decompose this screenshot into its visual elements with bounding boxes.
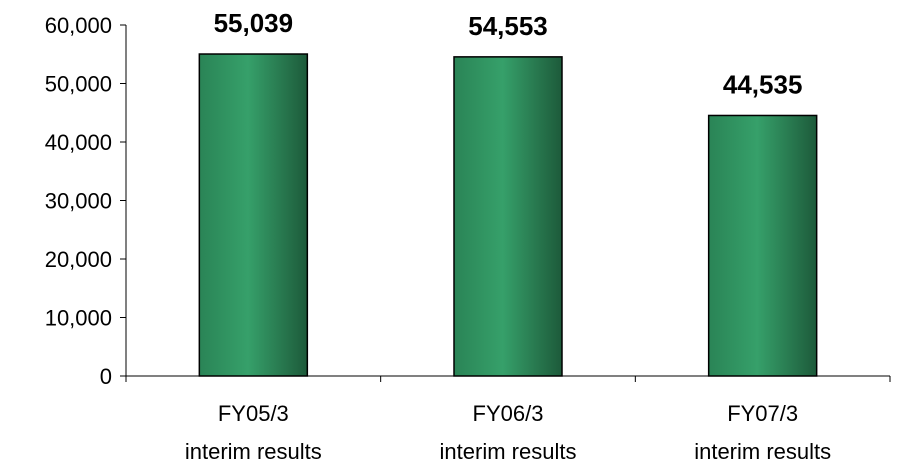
x-tick-label: FY06/3 (473, 401, 544, 426)
data-label: 55,039 (214, 8, 294, 38)
data-label: 44,535 (723, 69, 803, 99)
x-tick-label: FY05/3 (218, 401, 289, 426)
x-tick-label: FY07/3 (727, 401, 798, 426)
x-tick-label: interim results (694, 439, 831, 464)
y-tick-label: 60,000 (45, 13, 112, 38)
bar (453, 56, 563, 377)
bar (707, 114, 818, 377)
y-tick-label: 10,000 (45, 306, 112, 331)
y-tick-label: 30,000 (45, 189, 112, 214)
x-axis-ticks (125, 376, 891, 382)
category-labels: FY05/3 interim results FY06/3 interim resul… (185, 401, 831, 464)
y-tick-label: 40,000 (45, 130, 112, 155)
y-axis-ticks: 0 10,000 20,000 30,000 40,000 50,000 60,000 (45, 13, 126, 389)
value-labels: 55,039 54,553 44,535 (214, 8, 803, 99)
y-tick-label: 0 (100, 364, 112, 389)
data-label: 54,553 (468, 11, 548, 41)
bar (198, 53, 309, 377)
x-tick-label: interim results (185, 439, 322, 464)
y-tick-label: 50,000 (45, 72, 112, 97)
y-tick-label: 20,000 (45, 247, 112, 272)
bars (198, 53, 818, 377)
x-tick-label: interim results (440, 439, 577, 464)
